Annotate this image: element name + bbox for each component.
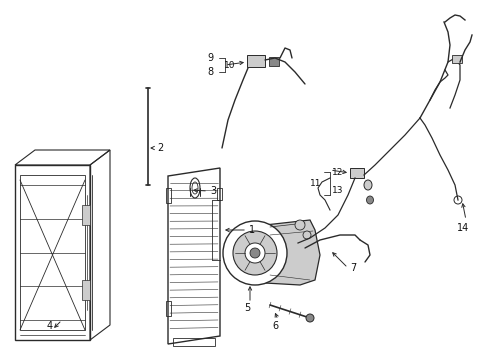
Text: 4: 4 bbox=[47, 321, 53, 331]
Text: 2: 2 bbox=[157, 143, 163, 153]
Text: 8: 8 bbox=[206, 67, 213, 77]
Text: 10: 10 bbox=[224, 60, 235, 69]
Bar bbox=[268, 57, 279, 66]
Circle shape bbox=[249, 248, 260, 258]
Text: 9: 9 bbox=[206, 53, 213, 63]
Text: 11: 11 bbox=[309, 179, 321, 188]
Text: 13: 13 bbox=[331, 185, 343, 194]
Circle shape bbox=[244, 243, 264, 263]
Bar bbox=[165, 188, 171, 203]
Ellipse shape bbox=[363, 180, 371, 190]
Circle shape bbox=[232, 231, 276, 275]
Bar bbox=[451, 55, 461, 63]
Bar bbox=[217, 188, 222, 200]
Text: 12: 12 bbox=[331, 167, 343, 176]
Bar bbox=[246, 55, 264, 67]
Text: 5: 5 bbox=[244, 303, 250, 313]
Text: 3: 3 bbox=[209, 186, 216, 196]
Circle shape bbox=[294, 220, 305, 230]
Bar bbox=[349, 168, 363, 178]
Bar bbox=[82, 280, 90, 300]
Ellipse shape bbox=[305, 314, 313, 322]
Text: 7: 7 bbox=[349, 263, 356, 273]
Polygon shape bbox=[260, 220, 319, 285]
Text: 1: 1 bbox=[248, 225, 255, 235]
Circle shape bbox=[303, 231, 310, 239]
Ellipse shape bbox=[366, 196, 373, 204]
Circle shape bbox=[223, 221, 286, 285]
Bar bbox=[82, 205, 90, 225]
Text: 6: 6 bbox=[271, 321, 278, 331]
Text: 14: 14 bbox=[456, 223, 468, 233]
Bar bbox=[165, 301, 171, 316]
